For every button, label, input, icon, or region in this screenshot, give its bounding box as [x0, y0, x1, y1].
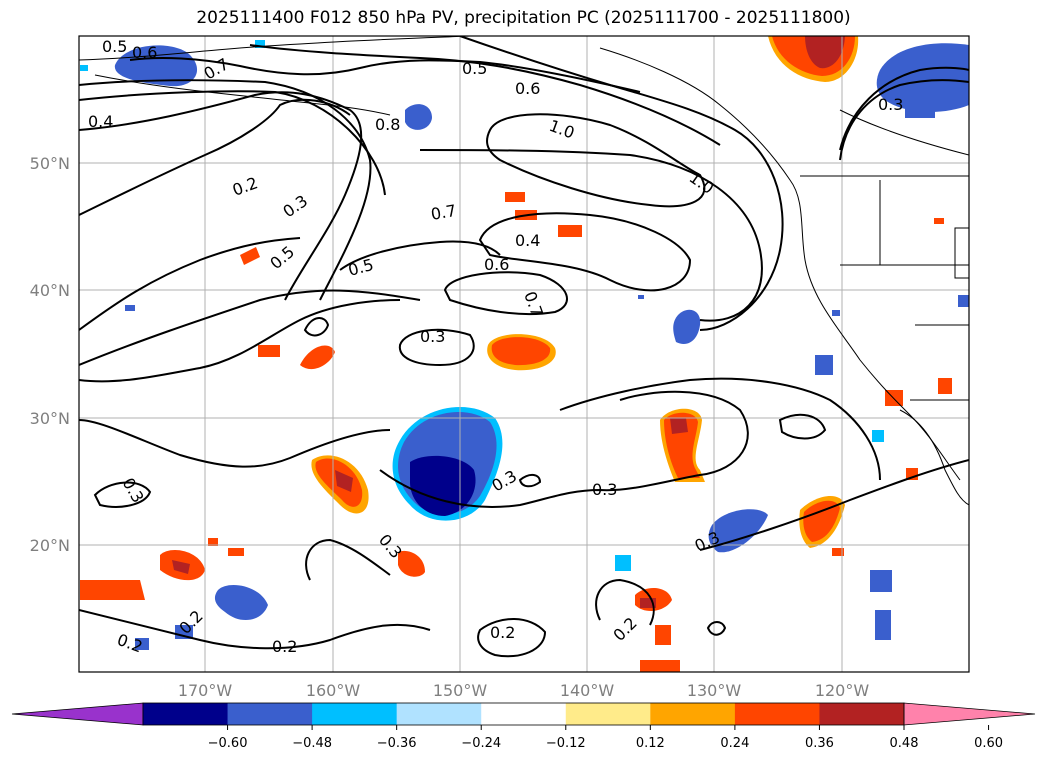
contour-label: 0.2: [490, 623, 515, 642]
contour-label: 0.3: [878, 95, 903, 114]
contour-label: 0.8: [375, 115, 400, 134]
precip-shading: [80, 36, 969, 672]
colorbar-segment: [565, 703, 651, 725]
map-title: 2025111400 F012 850 hPa PV, precipitatio…: [196, 8, 851, 28]
colorbar-segment: [396, 703, 482, 725]
colorbar-tick-label: 0.24: [720, 736, 749, 751]
contour-label: 0.5: [462, 59, 487, 78]
graticule: [79, 36, 969, 672]
colorbar-tick-label: −0.36: [377, 736, 417, 751]
colorbar-segment: [312, 703, 398, 725]
contour-label: 0.6: [484, 255, 509, 274]
colorbar-segment: [481, 703, 567, 725]
colorbar-segment: [227, 703, 313, 725]
contour-label: 0.4: [88, 112, 113, 131]
longitude-labels: 170°W 160°W 150°W 140°W 130°W 120°W: [178, 681, 870, 700]
contour-label: 0.3: [420, 327, 445, 346]
colorbar-segment: [650, 703, 736, 725]
contour-label: 0.6: [515, 79, 540, 98]
colorbar-segments: [143, 703, 905, 725]
lat-label: 20°N: [30, 536, 70, 555]
contour-label: 0.7: [429, 201, 457, 224]
colorbar-tick-label: −0.12: [546, 736, 586, 751]
lon-label: 170°W: [178, 681, 233, 700]
contour-label: 0.2: [272, 637, 297, 656]
lon-label: 160°W: [306, 681, 361, 700]
contour-label: 0.6: [132, 43, 157, 62]
latitude-labels: 50°N 40°N 30°N 20°N: [30, 154, 70, 555]
lat-label: 30°N: [30, 409, 70, 428]
colorbar-max-extension: [903, 702, 1036, 726]
colorbar: −0.60 −0.48 −0.36 −0.24 −0.12 0.12 0.24 0.36 0.4…: [11, 702, 1036, 751]
colorbar-tick-label: −0.60: [208, 736, 248, 751]
colorbar-segment: [819, 703, 905, 725]
colorbar-segment: [143, 703, 229, 725]
colorbar-tick-label: 0.36: [805, 736, 834, 751]
lon-label: 150°W: [433, 681, 488, 700]
colorbar-ticks: −0.60 −0.48 −0.36 −0.24 −0.12 0.12 0.24 0.36 0.4…: [208, 725, 1003, 751]
colorbar-frame: [142, 702, 905, 726]
coastlines: [79, 36, 969, 506]
lat-label: 50°N: [30, 154, 70, 173]
contour-label: 0.3: [592, 480, 617, 499]
contour-label: 0.4: [515, 231, 540, 250]
colorbar-tick-label: −0.48: [292, 736, 332, 751]
map-frame: [78, 35, 970, 673]
map-panel: 0.5 0.6 0.7 0.4 0.8 0.5 0.6 1.0 1.0 0.2 …: [78, 35, 970, 673]
colorbar-tick-label: 0.48: [890, 736, 919, 751]
lon-label: 120°W: [815, 681, 870, 700]
lat-label: 40°N: [30, 281, 70, 300]
lon-label: 130°W: [687, 681, 742, 700]
colorbar-segment: [734, 703, 820, 725]
pv-contours: [79, 36, 969, 658]
colorbar-tick-label: −0.24: [461, 736, 501, 751]
contour-label: 0.5: [102, 37, 127, 56]
colorbar-tick-label: 0.12: [636, 736, 665, 751]
lon-label: 140°W: [560, 681, 615, 700]
colorbar-tick-label: 0.60: [974, 736, 1003, 751]
colorbar-min-extension: [11, 702, 144, 726]
